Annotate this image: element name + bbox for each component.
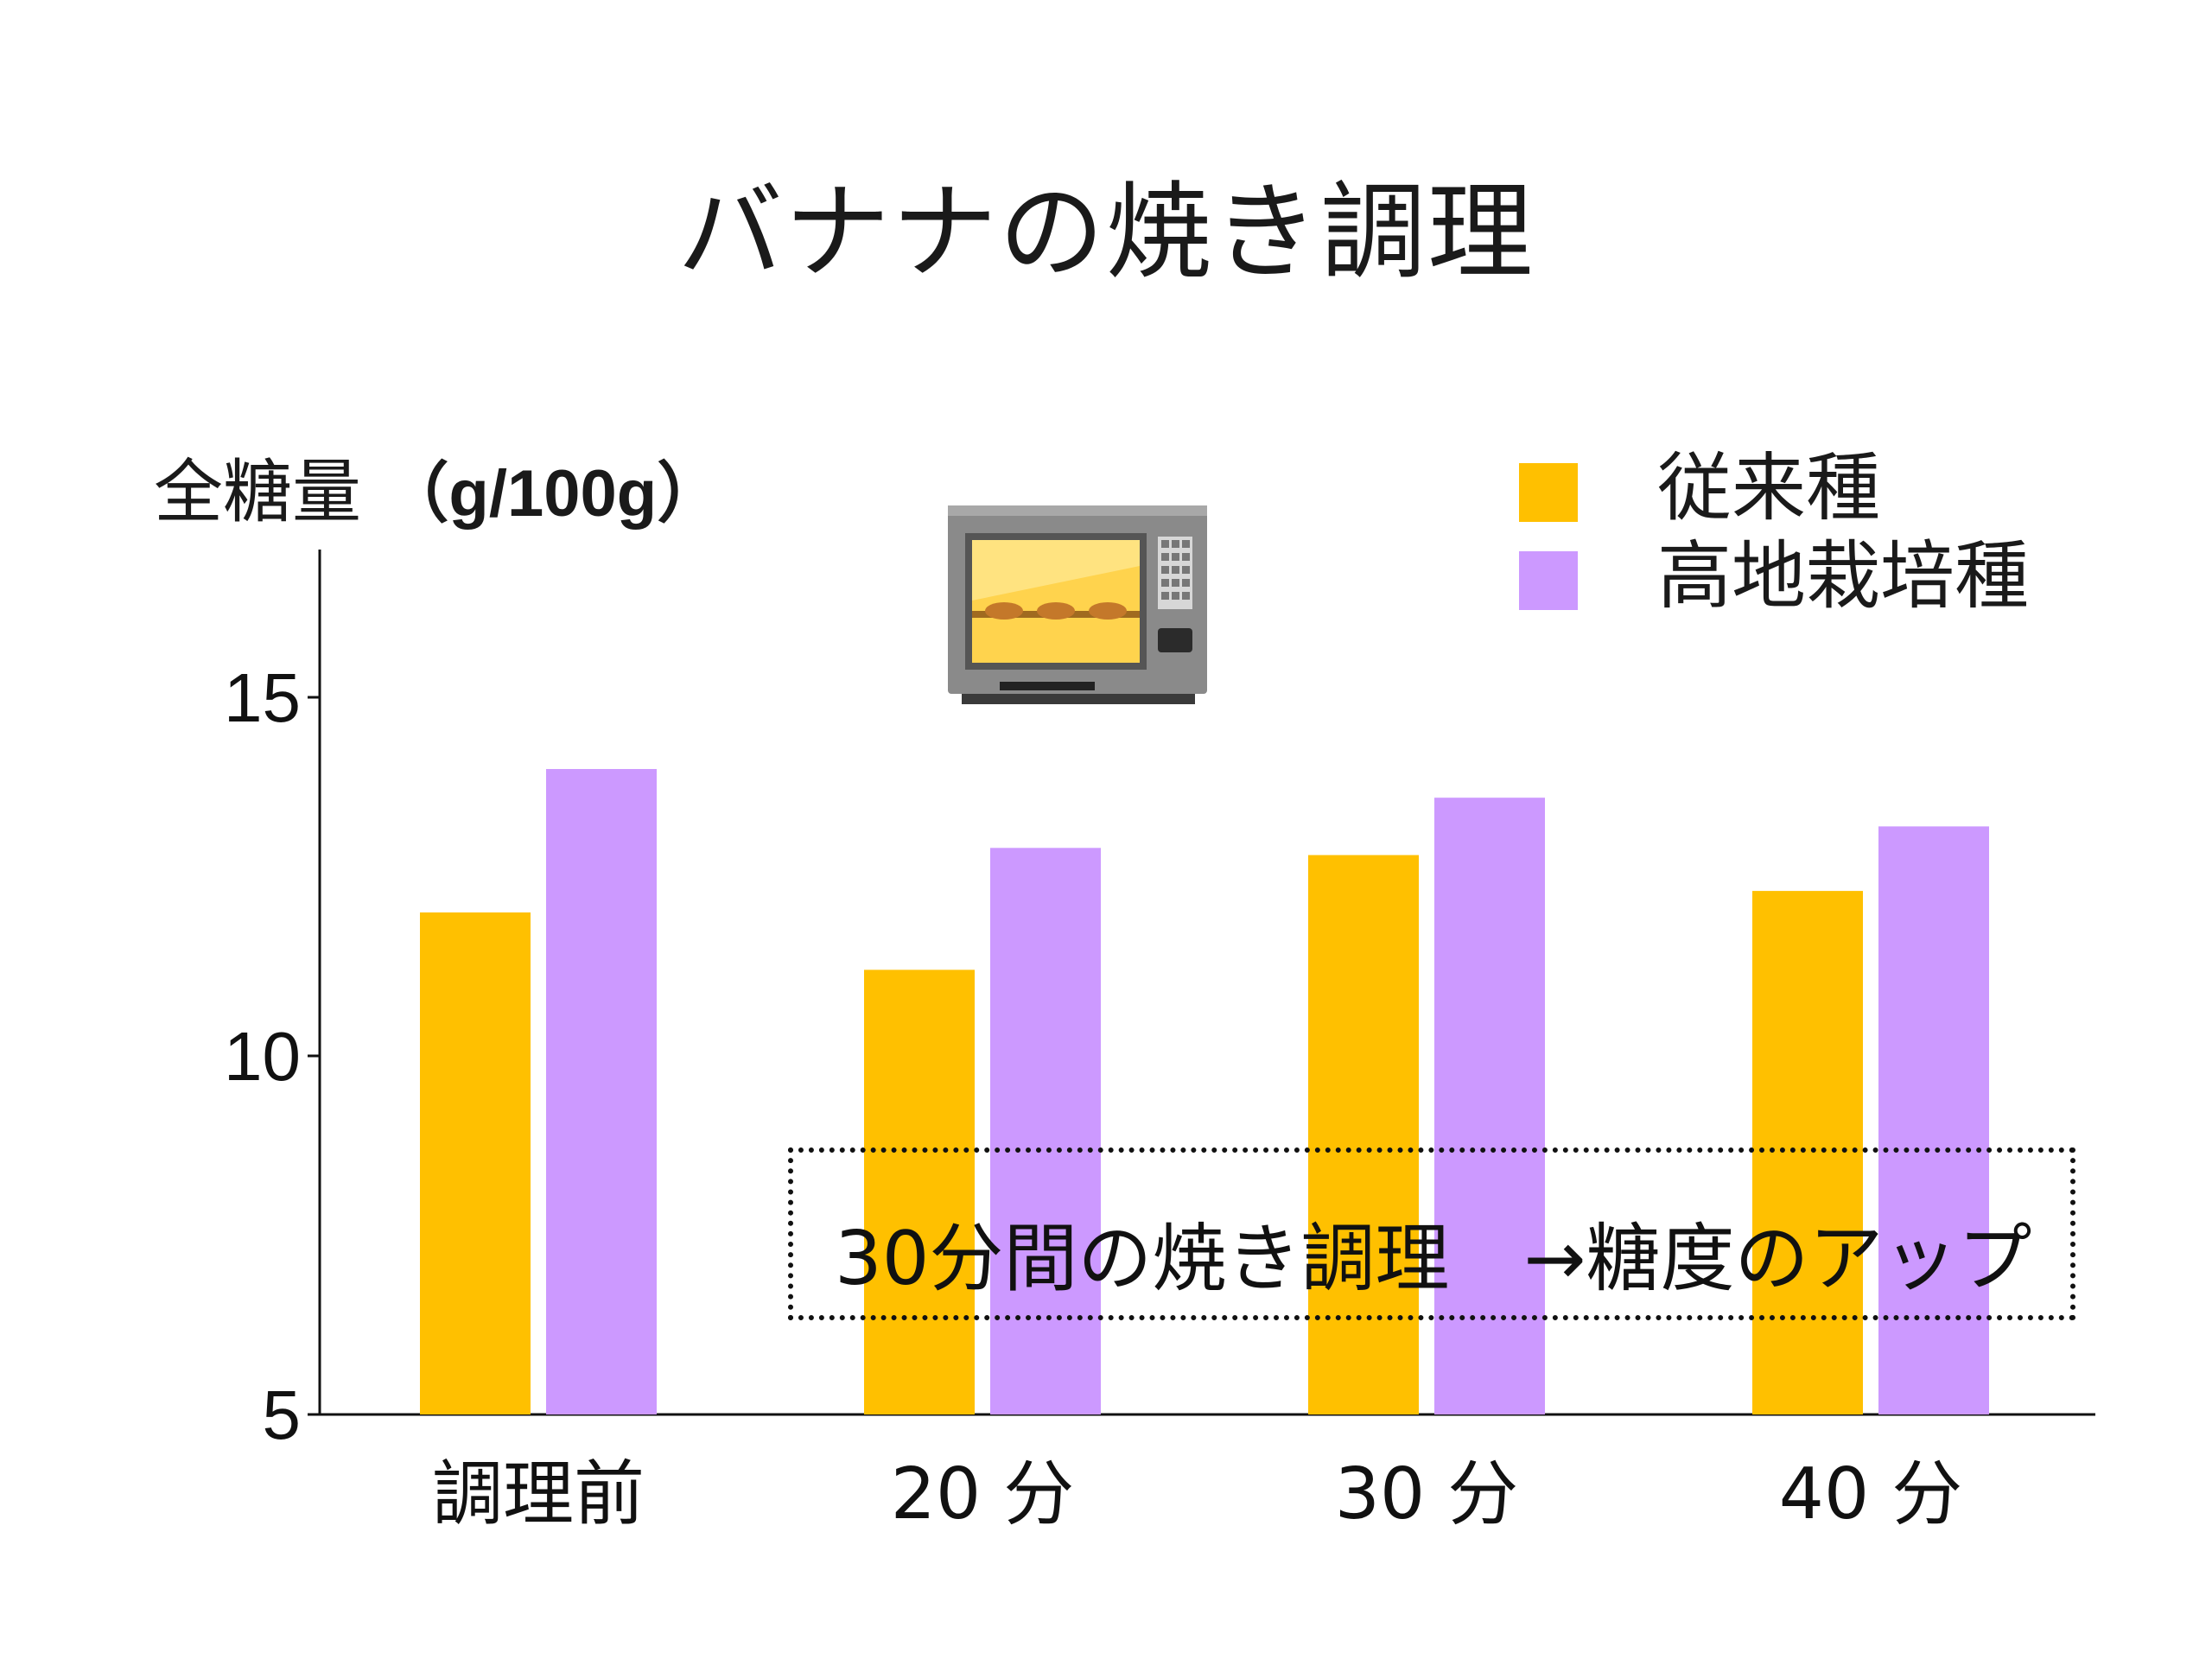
bar-1-4 xyxy=(1752,891,1863,1414)
bar-1-1 xyxy=(420,912,531,1414)
bar-2-4 xyxy=(1878,826,1989,1414)
x-tick-label-1: 調理前 xyxy=(432,1453,645,1535)
legend-label-series-1: 従来種 xyxy=(1657,445,1880,531)
bar-1-2 xyxy=(864,969,975,1414)
legend-swatch-series-2 xyxy=(1519,551,1578,610)
bar-2-1 xyxy=(546,769,657,1414)
x-tick-label-3: 30 分 xyxy=(1335,1453,1518,1535)
bar-1-3 xyxy=(1308,855,1419,1414)
x-tick-label-4: 40 分 xyxy=(1779,1453,1962,1535)
legend-label-series-2: 高地栽培種 xyxy=(1657,533,2029,620)
y-tick-label-5: 5 xyxy=(263,1376,302,1453)
legend-swatch-series-1 xyxy=(1519,463,1578,522)
oven-icon xyxy=(948,505,1207,704)
bar-2-3 xyxy=(1434,798,1545,1414)
y-axis-label: 全糖量 （g/100g） xyxy=(154,436,722,537)
y-axis-label-text: 全糖量 xyxy=(154,452,361,532)
annotation-box: 30分間の焼き調理 →糖度のアップ xyxy=(788,1147,2075,1320)
y-axis-unit: （g/100g） xyxy=(383,457,723,531)
annotation-text: 30分間の焼き調理 →糖度のアップ xyxy=(835,1216,2032,1302)
y-tick-label-15: 15 xyxy=(224,659,301,736)
x-tick-label-2: 20 分 xyxy=(891,1453,1074,1535)
page-title: バナナの焼き調理 xyxy=(677,171,1535,294)
bar-2-2 xyxy=(990,848,1101,1414)
y-tick-label-10: 10 xyxy=(224,1018,301,1095)
